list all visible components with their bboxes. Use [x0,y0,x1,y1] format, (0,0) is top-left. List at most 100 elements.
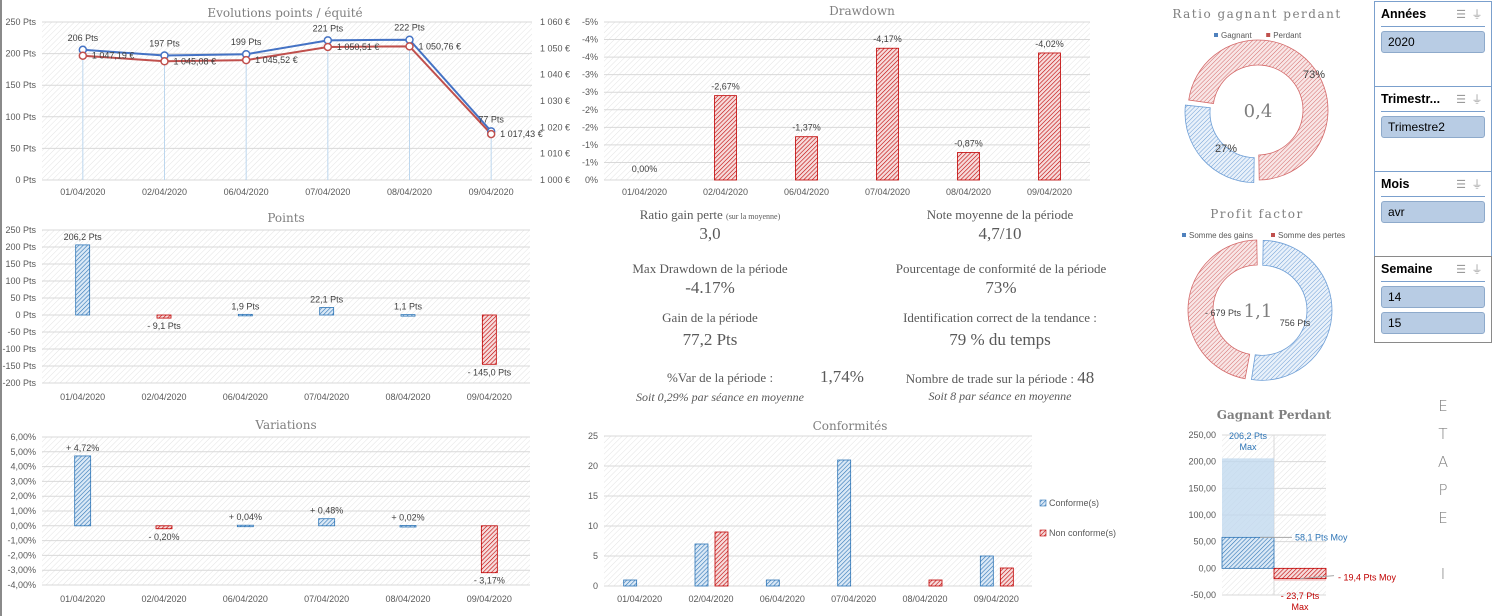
slicer-item[interactable]: 14 [1381,286,1485,308]
x-tick-label: 08/04/2020 [387,187,432,197]
data-label: 73% [1303,69,1325,81]
clear-filter-icon[interactable]: ⏚ [1471,9,1483,21]
bar [319,307,335,316]
data-label: + 0,04% [229,512,262,522]
data-label: -2,67% [711,82,740,92]
y-tick-label: 0 Pts [15,310,36,320]
slicer-annees: Années ☰ ⏚ 2020 [1374,1,1492,87]
data-label: 756 Pts [1280,318,1311,328]
kpi-label: Pourcentage de conformité de la période [895,261,1107,276]
x-tick-label: 02/04/2020 [141,594,186,604]
y-tick-label: 0,00 [1198,563,1216,573]
y-tick-label: -2% [582,122,598,132]
series-line-points [82,38,492,133]
slicer-title: Années [1381,7,1427,21]
y2-tick-label: 1 010 € [540,149,570,159]
legend-label: Somme des pertes [1278,231,1345,240]
multi-select-icon[interactable]: ☰ [1456,178,1466,191]
y2-tick-label: 1 000 € [540,175,570,185]
etape-letter: E [1438,509,1448,527]
chart-title: Points [267,211,304,225]
kpi-label: Note moyenne de la période [926,207,1074,222]
y-tick-label: -100 Pts [2,344,36,354]
y2-tick-label: 1 040 € [540,70,570,80]
chart-title: Gagnant Perdant [1217,408,1332,422]
x-tick-label: 01/04/2020 [60,392,105,402]
y-tick-label: 0% [585,175,598,185]
etape-letter [1436,532,1450,560]
data-label: 1 050,51 € [337,42,380,52]
bar [795,136,818,181]
slicer-mois: Mois ☰ ⏚ avr [1374,171,1492,257]
y2-tick-label: 1 030 € [540,96,570,106]
etape-vertical-label: E T A P E I [1436,392,1450,588]
plot-area [42,22,532,180]
multi-select-icon[interactable]: ☰ [1456,93,1466,106]
x-tick-label: 07/04/2020 [831,594,876,604]
slicer-item[interactable]: Trimestre2 [1381,116,1485,138]
data-label: 197 Pts [149,38,180,48]
data-label: 221 Pts [313,23,344,33]
x-tick-label: 01/04/2020 [622,187,667,197]
multi-select-icon[interactable]: ☰ [1456,263,1466,276]
data-label: -4,17% [873,34,902,44]
bar [155,525,173,530]
multi-select-icon[interactable]: ☰ [1456,8,1466,21]
kpi-ratio-gain-perte: Ratio gain perte (sur la moyenne) 3,0 [610,207,810,244]
y-tick-label: 20 [588,461,598,471]
slicer-item[interactable]: 2020 [1381,31,1485,53]
y-tick-label: 10 [588,521,598,531]
y-tick-label: 100 Pts [5,112,36,122]
series-line-equite [82,45,492,135]
data-label: 77 Pts [478,114,504,124]
y-tick-label: 150 Pts [5,259,36,269]
x-tick-label: 01/04/2020 [60,187,105,197]
bar [765,579,780,587]
y-tick-label: -2,00% [7,550,36,560]
bar [979,555,994,587]
data-label: 1 017,43 € [500,129,543,139]
chart-evolution-points-equite: Evolutions points / équité 0 Pts 50 Pts 100… [5,6,570,197]
bar [694,543,709,587]
kpi-value: 77,2 Pts [682,330,738,349]
y-tick-label: 150,00 [1188,483,1216,493]
leader-line [1299,575,1335,580]
center-value: 1,1 [1244,301,1273,322]
slicer-item[interactable]: 15 [1381,312,1485,334]
x-tick-label: 06/04/2020 [223,594,268,604]
legend-swatch [1266,33,1271,37]
etape-letter: I [1440,565,1446,583]
slicer-title: Semaine [1381,262,1433,276]
y-tick-label: 150 Pts [5,80,36,90]
y-tick-label: 200 Pts [5,242,36,252]
bar [318,518,336,527]
clear-filter-icon[interactable]: ⏚ [1471,94,1483,106]
chart-points: Points -200 Pts -150 Pts -100 Pts -50 Pts 0 P… [2,211,530,402]
y-tick-label: 3,00% [10,476,36,486]
y-tick-label: -50 Pts [7,327,36,337]
y-tick-label: 100 Pts [5,276,36,286]
equity-marker [486,129,496,139]
slicer-item[interactable]: avr [1381,201,1485,223]
equity-marker [405,42,414,51]
clear-filter-icon[interactable]: ⏚ [1471,179,1483,191]
x-tick-label: 01/04/2020 [617,594,662,604]
bar [957,152,980,181]
sheet-left-border [0,0,2,616]
equity-marker [323,42,333,52]
kpi-label: Ratio gain perte [639,207,723,222]
y-tick-label: 250,00 [1188,430,1216,440]
legend-swatch [1039,529,1047,537]
bar [75,244,91,316]
equity-marker [78,51,88,60]
clear-filter-icon[interactable]: ⏚ [1471,264,1483,276]
x-tick-label: 02/04/2020 [141,392,186,402]
kpi-tendance: Identification correct de la tendance : … [880,310,1120,350]
chart-title: Drawdown [829,4,895,18]
x-tick-label: 06/04/2020 [224,187,269,197]
data-label: -4,02% [1035,39,1064,49]
data-label: 0,00% [632,164,658,174]
y-tick-label: 250 Pts [5,17,36,27]
bar [1038,52,1061,181]
slicer-semaine: Semaine ☰ ⏚ 14 15 [1374,256,1492,343]
